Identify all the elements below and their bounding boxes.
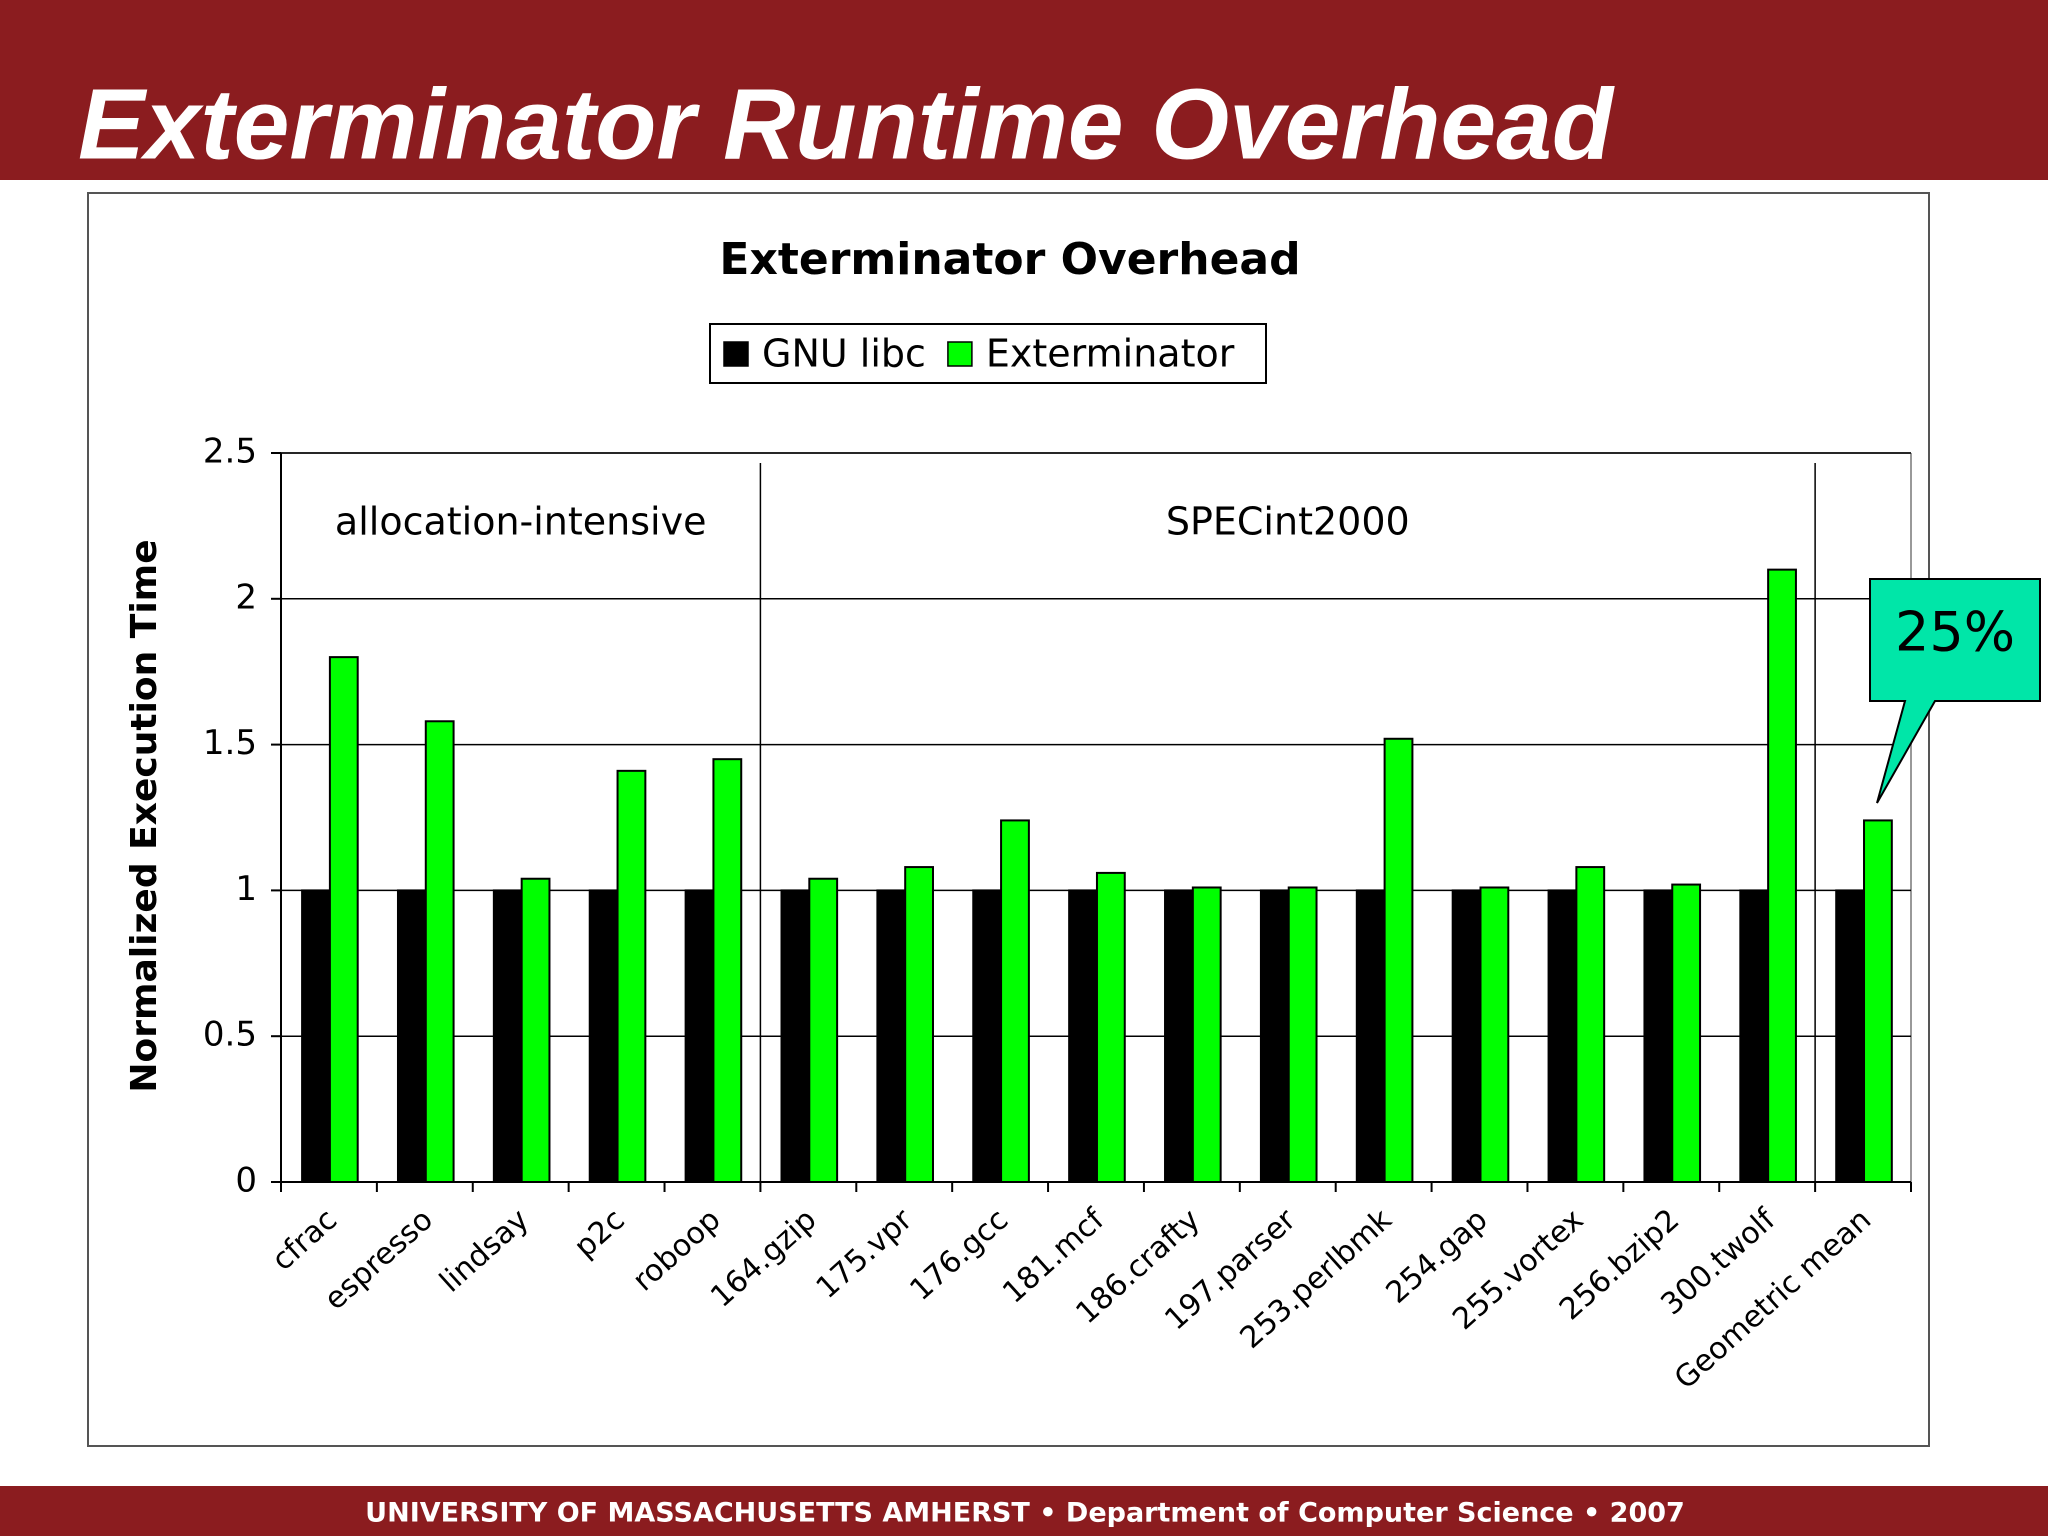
bar xyxy=(1575,866,1606,1184)
bar xyxy=(396,889,427,1184)
callout xyxy=(1869,578,2041,804)
bar xyxy=(424,720,455,1183)
y-tick-label: 2.5 xyxy=(203,432,257,472)
bar xyxy=(328,656,359,1183)
bar xyxy=(972,889,1003,1184)
bar xyxy=(684,889,715,1184)
group-label: SPECint2000 xyxy=(1166,500,1410,544)
bar xyxy=(876,889,907,1184)
bar xyxy=(616,769,647,1183)
legend-label: Exterminator xyxy=(986,332,1235,376)
bar xyxy=(1547,889,1578,1184)
bar xyxy=(1068,889,1098,1184)
legend-swatch xyxy=(947,341,973,367)
legend-label: GNU libc xyxy=(762,332,926,376)
bar xyxy=(1835,889,1866,1184)
bar xyxy=(1000,819,1030,1184)
group-label: allocation-intensive xyxy=(335,500,707,544)
bar xyxy=(1355,889,1386,1184)
legend-swatch xyxy=(723,341,749,367)
bar xyxy=(1383,737,1414,1183)
bar xyxy=(780,889,811,1184)
bar xyxy=(520,877,551,1184)
slide-title: Exterminator Runtime Overhead xyxy=(78,68,1615,180)
bar xyxy=(712,758,743,1183)
bar xyxy=(808,877,839,1184)
bar xyxy=(301,889,331,1184)
bar xyxy=(1191,886,1222,1183)
bar xyxy=(1863,819,1893,1184)
bar xyxy=(1739,889,1770,1184)
bar xyxy=(588,889,619,1184)
bar xyxy=(1643,889,1674,1184)
bar xyxy=(1259,889,1290,1184)
bar xyxy=(1287,886,1318,1183)
bar xyxy=(1479,886,1510,1183)
footer-banner xyxy=(0,1486,2048,1536)
bar xyxy=(1671,883,1702,1183)
title-banner xyxy=(0,0,2048,180)
bar xyxy=(1767,568,1797,1183)
bar xyxy=(1451,889,1482,1184)
bar xyxy=(904,866,934,1184)
legend-box xyxy=(709,323,1267,384)
callout-text: 25% xyxy=(1895,601,2015,664)
y-axis-label: Normalized Execution Time xyxy=(124,539,165,1092)
bar xyxy=(1095,871,1126,1183)
y-tick-label: 0 xyxy=(235,1161,257,1201)
y-tick-label: 1 xyxy=(235,869,257,909)
y-tick-label: 1.5 xyxy=(203,723,257,763)
bar xyxy=(1164,889,1194,1184)
y-tick-label: 0.5 xyxy=(203,1015,257,1055)
y-tick-label: 2 xyxy=(235,577,257,617)
bar xyxy=(492,889,523,1184)
chart-title: Exterminator Overhead xyxy=(719,234,1300,285)
footer: UNIVERSITY OF MASSACHUSETTS AMHERST • De… xyxy=(365,1498,1685,1529)
